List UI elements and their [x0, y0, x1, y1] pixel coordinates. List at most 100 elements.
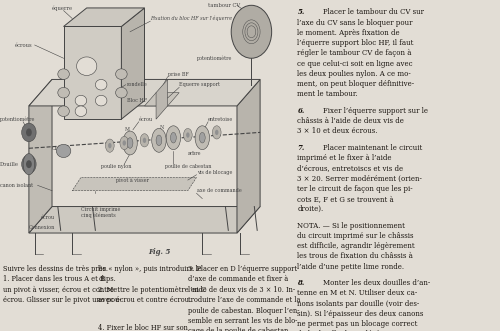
Text: 3 × 10 et deux écrous.: 3 × 10 et deux écrous.: [298, 127, 378, 135]
Text: rondelle: rondelle: [127, 82, 148, 87]
Ellipse shape: [184, 128, 192, 142]
Text: sin). Si l’épaisseur des deux canons: sin). Si l’épaisseur des deux canons: [298, 310, 424, 318]
Ellipse shape: [122, 140, 126, 146]
Circle shape: [96, 95, 107, 106]
Text: entretoise: entretoise: [208, 117, 234, 122]
Ellipse shape: [22, 123, 36, 142]
Circle shape: [58, 87, 70, 98]
Ellipse shape: [200, 132, 205, 143]
Text: l’aide d’une petite lime ronde.: l’aide d’une petite lime ronde.: [298, 263, 405, 271]
Ellipse shape: [215, 130, 218, 135]
Text: vis de blocage: vis de blocage: [196, 169, 232, 175]
Polygon shape: [72, 177, 196, 191]
Text: ce que celui-ci soit en ligne avec: ce que celui-ci soit en ligne avec: [298, 60, 413, 68]
Text: M: M: [124, 127, 130, 132]
Text: 8.: 8.: [298, 279, 305, 287]
Text: est difficile, agrandir légèrement: est difficile, agrandir légèrement: [298, 242, 415, 250]
Text: 7.: 7.: [298, 144, 305, 152]
Text: ne permet pas un blocage correct: ne permet pas un blocage correct: [298, 320, 418, 328]
Text: Clips: Clips: [52, 146, 64, 151]
Polygon shape: [237, 79, 260, 233]
Text: 3. Placer en D l’équerre support
d’axe de commande et fixer à
l’aide de deux vis: 3. Placer en D l’équerre support d’axe d…: [188, 265, 307, 331]
Ellipse shape: [123, 131, 138, 155]
Text: poulie de cabestan: poulie de cabestan: [164, 164, 211, 169]
Text: l’équerre support bloc HF, il faut: l’équerre support bloc HF, il faut: [298, 39, 414, 47]
Text: du circuit imprimé sur le châssis: du circuit imprimé sur le châssis: [298, 232, 414, 240]
Text: écrou: écrou: [138, 117, 153, 122]
Text: écrous: écrous: [14, 42, 32, 48]
Text: Circuit imprimé
cinq éléments: Circuit imprimé cinq éléments: [81, 207, 120, 218]
Text: châssis à l’aide de deux vis de: châssis à l’aide de deux vis de: [298, 117, 405, 125]
Text: Placer le tambour du CV sur: Placer le tambour du CV sur: [323, 8, 424, 16]
Ellipse shape: [231, 5, 272, 58]
Text: Equerre support: Equerre support: [179, 82, 220, 87]
Polygon shape: [144, 93, 179, 106]
Text: 5.: 5.: [298, 8, 305, 16]
Text: potentiomètre: potentiomètre: [196, 56, 232, 61]
Polygon shape: [29, 79, 260, 106]
Ellipse shape: [212, 126, 221, 139]
Text: écrou: écrou: [40, 214, 54, 220]
Ellipse shape: [26, 128, 32, 136]
Text: tambour CV: tambour CV: [208, 3, 240, 8]
Circle shape: [75, 106, 86, 117]
Circle shape: [96, 79, 107, 90]
Ellipse shape: [186, 132, 190, 138]
Text: imprimé et le fixer à l’aide: imprimé et le fixer à l’aide: [298, 154, 392, 162]
Ellipse shape: [195, 126, 210, 150]
Polygon shape: [29, 207, 260, 233]
Text: canon isolant: canon isolant: [0, 183, 33, 188]
Polygon shape: [122, 8, 144, 119]
Ellipse shape: [108, 143, 112, 148]
Text: Bloc HF: Bloc HF: [127, 98, 148, 103]
Ellipse shape: [140, 134, 149, 147]
Text: NOTA. — Si le positionnement: NOTA. — Si le positionnement: [298, 222, 406, 230]
Ellipse shape: [26, 160, 32, 168]
Polygon shape: [64, 8, 144, 26]
Text: ment, on peut bloquer définitive-: ment, on peut bloquer définitive-: [298, 80, 414, 88]
Text: de la douille, limer légèrement un: de la douille, limer légèrement un: [298, 330, 418, 331]
Ellipse shape: [120, 136, 128, 150]
Text: droite).: droite).: [298, 205, 324, 213]
Circle shape: [56, 144, 71, 158]
Ellipse shape: [166, 126, 180, 150]
Text: axe de commande: axe de commande: [196, 188, 242, 193]
Ellipse shape: [170, 132, 176, 143]
Text: lie « nylon », puis introduire le
clips.
2. Mettre le potentiomètre en C
avec éc: lie « nylon », puis introduire le clips.…: [98, 265, 206, 304]
Ellipse shape: [143, 138, 146, 143]
Circle shape: [58, 69, 70, 79]
Text: 6.: 6.: [298, 107, 305, 115]
Text: Fixer l’équerre support sur le: Fixer l’équerre support sur le: [323, 107, 428, 115]
Text: nons isolants par douille (voir des-: nons isolants par douille (voir des-: [298, 300, 420, 308]
Text: ment le tambour.: ment le tambour.: [298, 90, 358, 98]
Text: 3 × 20. Serrer modérément (orien-: 3 × 20. Serrer modérément (orien-: [298, 174, 422, 182]
Text: les deux poulies nylon. A ce mo-: les deux poulies nylon. A ce mo-: [298, 70, 411, 78]
Text: Fixation du bloc HF sur l'équerre: Fixation du bloc HF sur l'équerre: [150, 16, 232, 21]
Text: d’écrous, entretoiscs et vis de: d’écrous, entretoiscs et vis de: [298, 164, 404, 172]
Text: l’axe du CV sans le bloquer pour: l’axe du CV sans le bloquer pour: [298, 19, 413, 26]
Text: 4. Fixer le bloc HF sur son
équerre support, ne plus forcer au
serrage.: 4. Fixer le bloc HF sur son équerre supp…: [98, 324, 214, 331]
Polygon shape: [64, 26, 122, 119]
Text: les trous de fixation du châssis à: les trous de fixation du châssis à: [298, 253, 414, 260]
Text: prise BF: prise BF: [168, 71, 188, 77]
Text: Douille: Douille: [0, 162, 19, 167]
Text: Connexion: Connexion: [29, 225, 55, 230]
Text: tenne en M et N. Utiliser deux ca-: tenne en M et N. Utiliser deux ca-: [298, 289, 418, 298]
Text: potentiomètre: potentiomètre: [0, 117, 36, 122]
Text: équerre: équerre: [52, 5, 73, 11]
Text: Suivre les dessins de très près.
1. Placer dans les trous A et B
un pivot à viss: Suivre les dessins de très près. 1. Plac…: [3, 265, 122, 304]
Text: arbre: arbre: [188, 151, 202, 156]
Circle shape: [116, 87, 127, 98]
Circle shape: [75, 95, 86, 106]
Circle shape: [116, 69, 127, 79]
Text: régler le tambour CV de façon à: régler le tambour CV de façon à: [298, 49, 412, 57]
Text: cots E, F et G se trouvent à: cots E, F et G se trouvent à: [298, 195, 394, 203]
Circle shape: [76, 57, 97, 75]
Polygon shape: [29, 79, 52, 233]
Circle shape: [58, 106, 70, 117]
Polygon shape: [156, 79, 168, 119]
Ellipse shape: [152, 128, 166, 152]
Text: Monter les deux douilles d’an-: Monter les deux douilles d’an-: [323, 279, 430, 287]
Text: Placer maintenant le circuit: Placer maintenant le circuit: [323, 144, 422, 152]
Text: ter le circuit de façon que les pi-: ter le circuit de façon que les pi-: [298, 185, 413, 193]
